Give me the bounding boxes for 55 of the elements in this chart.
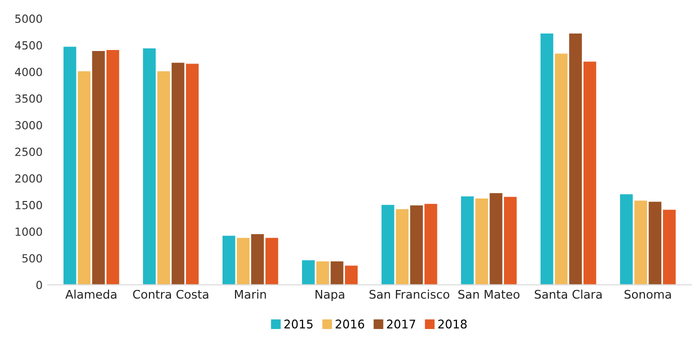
- bar: [569, 33, 582, 285]
- bar: [64, 46, 76, 285]
- x-tick-label: Napa: [316, 290, 344, 302]
- legend-label: 2015: [284, 320, 313, 328]
- bar: [396, 209, 409, 285]
- y-tick-label: 1000: [16, 227, 42, 236]
- bar: [236, 238, 250, 285]
- y-tick-label: 4000: [15, 68, 42, 76]
- x-tick-label: San Mateo: [458, 290, 520, 299]
- legend-label: 2017: [386, 320, 416, 328]
- y-tick-label: 2000: [15, 174, 42, 183]
- bar: [172, 62, 184, 285]
- bar: [634, 200, 648, 285]
- bar: [461, 196, 474, 285]
- bar: [620, 194, 633, 285]
- bar: [410, 205, 423, 285]
- bar: [344, 266, 358, 285]
- y-tick-label: 1500: [16, 200, 42, 210]
- bar: [330, 261, 344, 285]
- y-tick-label: 4500: [15, 41, 42, 50]
- bar: [583, 62, 596, 285]
- bar: [424, 204, 438, 285]
- bar: [251, 234, 264, 285]
- bar: [504, 196, 517, 285]
- bar: [475, 198, 488, 285]
- bar: [186, 64, 199, 285]
- x-tick-label: Sonoma: [624, 290, 671, 299]
- x-tick-label: Santa Clara: [534, 290, 602, 299]
- bar: [106, 50, 120, 285]
- bar: [143, 48, 156, 285]
- legend-label: 2018: [438, 320, 467, 328]
- y-tick-label: 3500: [15, 94, 42, 103]
- bar: [222, 236, 236, 285]
- x-tick-label: Marin: [234, 290, 266, 299]
- x-tick-label: San Francisco: [370, 290, 450, 299]
- bar: [662, 210, 676, 285]
- bar: [316, 261, 330, 285]
- bar: [157, 71, 170, 285]
- y-tick-label: 5000: [15, 14, 42, 23]
- y-tick-label: 2500: [15, 148, 42, 156]
- y-tick-label: 0: [36, 280, 42, 290]
- bar: [92, 51, 105, 285]
- bar: [265, 238, 278, 285]
- bar: [648, 202, 662, 285]
- bar: [540, 33, 554, 285]
- bar: [78, 71, 91, 285]
- bar: [302, 260, 315, 285]
- y-tick-label: 500: [22, 254, 42, 263]
- y-tick-label: 3000: [15, 121, 42, 130]
- x-tick-label: Alameda: [65, 290, 116, 299]
- legend-label: 2016: [336, 320, 364, 328]
- bar: [490, 193, 502, 285]
- bar: [554, 54, 568, 285]
- bar: [382, 204, 394, 285]
- x-tick-label: Contra Costa: [133, 290, 208, 299]
